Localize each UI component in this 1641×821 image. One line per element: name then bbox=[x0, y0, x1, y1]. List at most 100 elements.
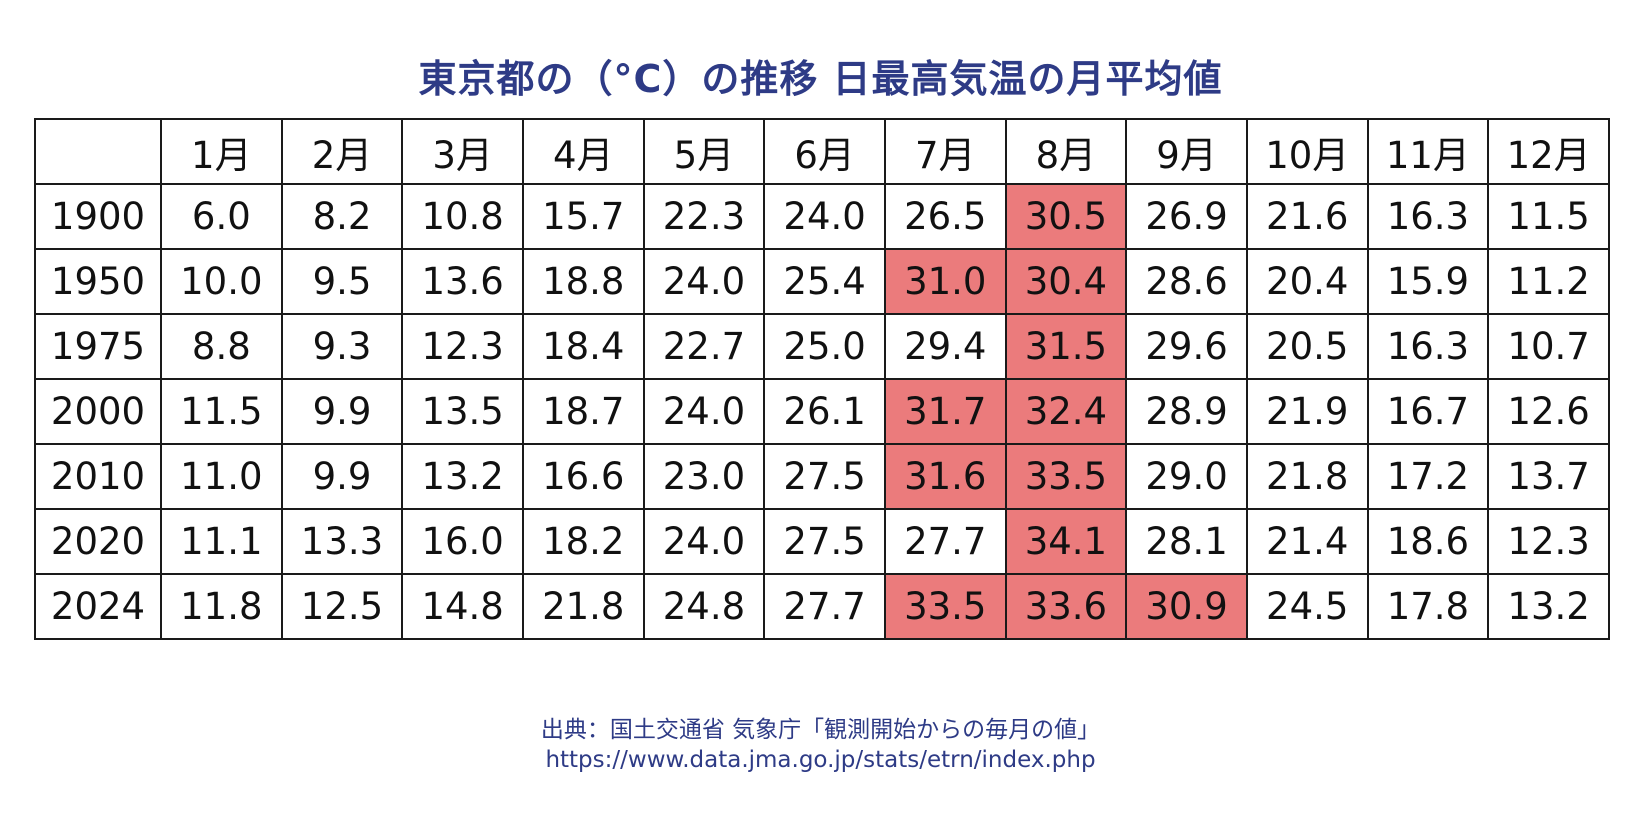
year-cell: 1950 bbox=[34, 248, 162, 315]
month-header-cell: 9月 bbox=[1125, 118, 1248, 185]
value-cell: 10.0 bbox=[160, 248, 283, 315]
value-cell: 22.7 bbox=[642, 313, 766, 380]
month-header-cell: 2月 bbox=[280, 118, 404, 185]
value-cell: 16.7 bbox=[1366, 378, 1490, 445]
value-cell: 10.7 bbox=[1487, 313, 1610, 380]
value-cell: 18.8 bbox=[521, 248, 645, 315]
value-cell: 31.7 bbox=[883, 378, 1007, 445]
source-url: https://www.data.jma.go.jp/stats/etrn/in… bbox=[545, 747, 1096, 773]
value-cell: 15.7 bbox=[521, 183, 645, 250]
table-row: 2000 11.5 9.9 13.5 18.7 24.0 26.1 31.7 32.4 28.9 2… bbox=[34, 378, 1610, 445]
value-cell: 9.3 bbox=[280, 313, 404, 380]
value-cell: 18.2 bbox=[521, 508, 645, 575]
value-cell: 29.0 bbox=[1125, 443, 1248, 510]
value-cell: 16.3 bbox=[1366, 183, 1490, 250]
value-cell: 27.5 bbox=[763, 443, 886, 510]
value-cell: 24.8 bbox=[642, 573, 766, 640]
value-cell: 18.6 bbox=[1366, 508, 1490, 575]
value-cell: 21.6 bbox=[1245, 183, 1369, 250]
source-citation: 出典：国土交通省 気象庁「観測開始からの毎月の値」 bbox=[540, 717, 1101, 743]
value-cell: 21.4 bbox=[1245, 508, 1369, 575]
value-cell: 13.3 bbox=[280, 508, 404, 575]
value-cell: 25.0 bbox=[763, 313, 886, 380]
value-cell: 20.4 bbox=[1245, 248, 1369, 315]
value-cell: 26.5 bbox=[883, 183, 1007, 250]
month-header-cell: 11月 bbox=[1366, 118, 1490, 185]
value-cell: 17.8 bbox=[1366, 573, 1490, 640]
month-header-cell: 3月 bbox=[401, 118, 524, 185]
month-header-cell: 5月 bbox=[642, 118, 766, 185]
table-row: 2010 11.0 9.9 13.2 16.6 23.0 27.5 31.6 33.5 29.0 2… bbox=[34, 443, 1610, 510]
value-cell: 12.3 bbox=[1487, 508, 1610, 575]
value-cell: 24.0 bbox=[642, 248, 766, 315]
year-cell: 1900 bbox=[34, 183, 162, 250]
value-cell: 13.6 bbox=[401, 248, 524, 315]
table-row: 1950 10.0 9.5 13.6 18.8 24.0 25.4 31.0 30.4 28.6 2… bbox=[34, 248, 1610, 315]
value-cell: 18.4 bbox=[521, 313, 645, 380]
value-cell: 28.6 bbox=[1125, 248, 1248, 315]
value-cell: 30.5 bbox=[1004, 183, 1128, 250]
value-cell: 12.6 bbox=[1487, 378, 1610, 445]
value-cell: 31.0 bbox=[883, 248, 1007, 315]
value-cell: 14.8 bbox=[401, 573, 524, 640]
value-cell: 27.7 bbox=[883, 508, 1007, 575]
value-cell: 27.5 bbox=[763, 508, 886, 575]
value-cell: 28.9 bbox=[1125, 378, 1248, 445]
table-row: 1975 8.8 9.3 12.3 18.4 22.7 25.0 29.4 31.5 29.6 20… bbox=[34, 313, 1610, 380]
table-body: 1900 6.0 8.2 10.8 15.7 22.3 24.0 26.5 30.5 26.9 21… bbox=[34, 183, 1610, 640]
value-cell: 29.6 bbox=[1125, 313, 1248, 380]
value-cell: 31.6 bbox=[883, 443, 1007, 510]
value-cell: 24.0 bbox=[763, 183, 886, 250]
value-cell: 12.5 bbox=[280, 573, 404, 640]
value-cell: 33.6 bbox=[1004, 573, 1128, 640]
value-cell: 15.9 bbox=[1366, 248, 1490, 315]
value-cell: 22.3 bbox=[642, 183, 766, 250]
value-cell: 11.0 bbox=[160, 443, 283, 510]
value-cell: 20.5 bbox=[1245, 313, 1369, 380]
value-cell: 11.2 bbox=[1487, 248, 1610, 315]
value-cell: 24.0 bbox=[642, 508, 766, 575]
value-cell: 16.3 bbox=[1366, 313, 1490, 380]
value-cell: 31.5 bbox=[1004, 313, 1128, 380]
value-cell: 32.4 bbox=[1004, 378, 1128, 445]
value-cell: 28.1 bbox=[1125, 508, 1248, 575]
value-cell: 21.8 bbox=[1245, 443, 1369, 510]
value-cell: 8.2 bbox=[280, 183, 404, 250]
value-cell: 13.5 bbox=[401, 378, 524, 445]
chart-title: 東京都の（°C）の推移 日最高気温の月平均値 bbox=[418, 57, 1223, 101]
value-cell: 16.0 bbox=[401, 508, 524, 575]
header-row: 1月 2月 3月 4月 5月 6月 7月 8月 9月 10月 11月 12月 bbox=[34, 118, 1610, 185]
year-cell: 1975 bbox=[34, 313, 162, 380]
value-cell: 26.9 bbox=[1125, 183, 1248, 250]
month-header-cell: 1月 bbox=[160, 118, 283, 185]
value-cell: 23.0 bbox=[642, 443, 766, 510]
month-header-cell: 10月 bbox=[1245, 118, 1369, 185]
value-cell: 13.2 bbox=[401, 443, 524, 510]
value-cell: 11.1 bbox=[160, 508, 283, 575]
year-cell: 2000 bbox=[34, 378, 162, 445]
year-cell: 2010 bbox=[34, 443, 162, 510]
value-cell: 33.5 bbox=[1004, 443, 1128, 510]
value-cell: 9.9 bbox=[280, 378, 404, 445]
value-cell: 30.4 bbox=[1004, 248, 1128, 315]
value-cell: 33.5 bbox=[883, 573, 1007, 640]
value-cell: 25.4 bbox=[763, 248, 886, 315]
month-header-cell: 8月 bbox=[1004, 118, 1128, 185]
value-cell: 26.1 bbox=[763, 378, 886, 445]
value-cell: 27.7 bbox=[763, 573, 886, 640]
value-cell: 9.5 bbox=[280, 248, 404, 315]
value-cell: 8.8 bbox=[160, 313, 283, 380]
month-header-cell: 6月 bbox=[763, 118, 886, 185]
table-row: 2024 11.8 12.5 14.8 21.8 24.8 27.7 33.5 33.6 30.9… bbox=[34, 573, 1610, 640]
value-cell: 29.4 bbox=[883, 313, 1007, 380]
year-cell: 2024 bbox=[34, 573, 162, 640]
value-cell: 13.7 bbox=[1487, 443, 1610, 510]
value-cell: 30.9 bbox=[1125, 573, 1248, 640]
value-cell: 6.0 bbox=[160, 183, 283, 250]
year-cell: 2020 bbox=[34, 508, 162, 575]
value-cell: 17.2 bbox=[1366, 443, 1490, 510]
value-cell: 11.5 bbox=[1487, 183, 1610, 250]
value-cell: 11.8 bbox=[160, 573, 283, 640]
month-header-cell: 4月 bbox=[521, 118, 645, 185]
value-cell: 18.7 bbox=[521, 378, 645, 445]
